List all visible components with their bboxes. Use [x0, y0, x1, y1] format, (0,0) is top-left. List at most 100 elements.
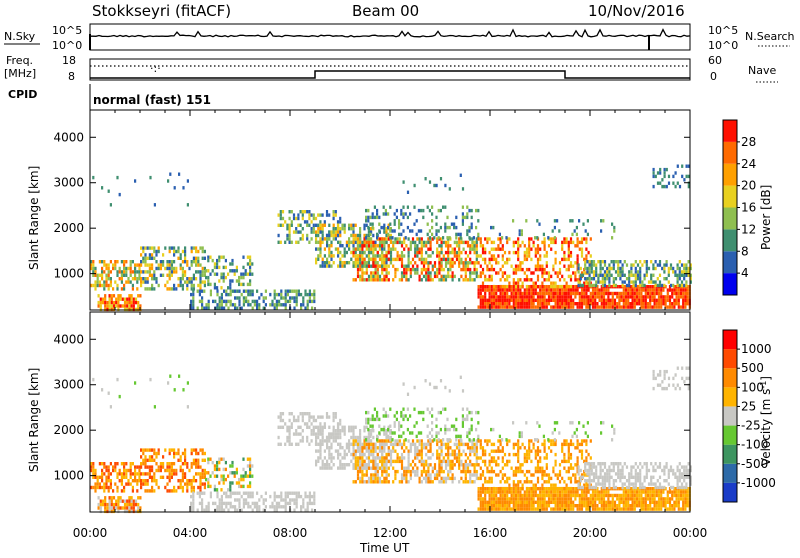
range-gate-cell [579, 305, 581, 308]
range-gate-cell [184, 274, 186, 277]
range-gate-cell [195, 250, 197, 253]
range-gate-cell [633, 284, 635, 287]
range-gate-cell [374, 241, 376, 244]
range-gate-cell [130, 476, 132, 479]
range-gate-cell [476, 450, 478, 453]
range-gate-cell [436, 477, 438, 480]
range-gate-cell [489, 494, 491, 497]
range-gate-cell [240, 478, 242, 481]
range-gate-cell [372, 278, 374, 281]
nsearch-label: N.Search [745, 30, 795, 43]
range-gate-cell [195, 448, 197, 451]
range-gate-cell [671, 305, 673, 308]
range-gate-cell [436, 251, 438, 254]
range-gate-cell [432, 265, 434, 268]
range-gate-cell [646, 270, 648, 273]
range-gate-cell [140, 253, 142, 256]
range-gate-cell [383, 467, 385, 470]
range-gate-cell [563, 241, 565, 244]
range-gate-cell [324, 422, 326, 425]
range-gate-cell [533, 282, 535, 285]
range-gate-cell [227, 475, 229, 478]
range-gate-cell [369, 435, 371, 438]
range-gate-cell [474, 278, 476, 281]
range-gate-cell [589, 267, 591, 270]
range-gate-cell [330, 453, 332, 456]
range-gate-cell [397, 258, 399, 261]
range-gate-cell [519, 507, 521, 510]
range-gate-cell [219, 505, 221, 508]
range-gate-cell [357, 271, 359, 274]
range-gate-cell [686, 175, 688, 178]
range-gate-cell [357, 254, 359, 257]
range-gate-cell [119, 469, 121, 472]
range-gate-cell [486, 268, 488, 271]
range-gate-cell [500, 490, 502, 493]
range-gate-cell [533, 299, 535, 302]
range-gate-cell [199, 270, 201, 273]
range-gate-cell [249, 273, 251, 276]
range-gate-cell [661, 185, 663, 188]
range-gate-cell [624, 274, 626, 277]
range-gate-cell [392, 278, 394, 281]
range-gate-cell [422, 216, 424, 219]
range-gate-cell [285, 495, 287, 498]
range-gate-cell [280, 224, 282, 227]
range-gate-cell [584, 263, 586, 266]
range-gate-cell [117, 500, 119, 503]
range-gate-cell [460, 261, 462, 264]
range-gate-cell [121, 472, 123, 475]
range-gate-cell [160, 476, 162, 479]
range-gate-cell [339, 443, 341, 446]
range-gate-cell [407, 393, 409, 396]
range-gate-cell [683, 284, 685, 287]
range-gate-cell [627, 302, 629, 305]
range-gate-cell [306, 412, 308, 415]
range-gate-cell [175, 469, 177, 472]
range-gate-cell [605, 292, 607, 295]
range-gate-cell [441, 446, 443, 449]
range-gate-cell [522, 497, 524, 500]
range-gate-cell [372, 271, 374, 274]
range-gate-cell [552, 282, 554, 285]
range-gate-cell [300, 293, 302, 296]
range-gate-cell [383, 460, 385, 463]
range-gate-cell [186, 465, 188, 468]
range-gate-cell [223, 276, 225, 279]
range-gate-cell [223, 502, 225, 505]
range-gate-cell [506, 285, 508, 288]
range-gate-cell [370, 241, 372, 244]
range-gate-cell [117, 496, 119, 499]
range-gate-cell [650, 277, 652, 280]
range-gate-cell [97, 479, 99, 482]
range-gate-cell [105, 465, 107, 468]
range-gate-cell [103, 465, 105, 468]
range-gate-cell [467, 463, 469, 466]
range-gate-cell [414, 386, 416, 389]
range-gate-cell [147, 246, 149, 249]
range-gate-cell [434, 275, 436, 278]
range-gate-cell [199, 293, 201, 296]
range-gate-cell [197, 290, 199, 293]
range-gate-cell [403, 241, 405, 244]
range-gate-cell [635, 284, 637, 287]
range-gate-cell [328, 254, 330, 257]
range-gate-cell [386, 268, 388, 271]
range-gate-cell [403, 450, 405, 453]
range-gate-cell [656, 299, 658, 302]
range-gate-cell [530, 295, 532, 298]
range-gate-cell [392, 443, 394, 446]
freq-tick-top: 18 [62, 54, 76, 67]
range-gate-cell [469, 453, 471, 456]
range-gate-cell [465, 265, 467, 268]
range-gate-cell [242, 283, 244, 286]
range-gate-cell [192, 498, 194, 501]
range-gate-cell [471, 241, 473, 244]
range-gate-cell [353, 467, 355, 470]
range-gate-cell [533, 285, 535, 288]
range-gate-cell [601, 299, 603, 302]
range-gate-cell [396, 418, 398, 421]
range-gate-cell [361, 467, 363, 470]
range-gate-cell [191, 452, 193, 455]
range-gate-cell [114, 267, 116, 270]
